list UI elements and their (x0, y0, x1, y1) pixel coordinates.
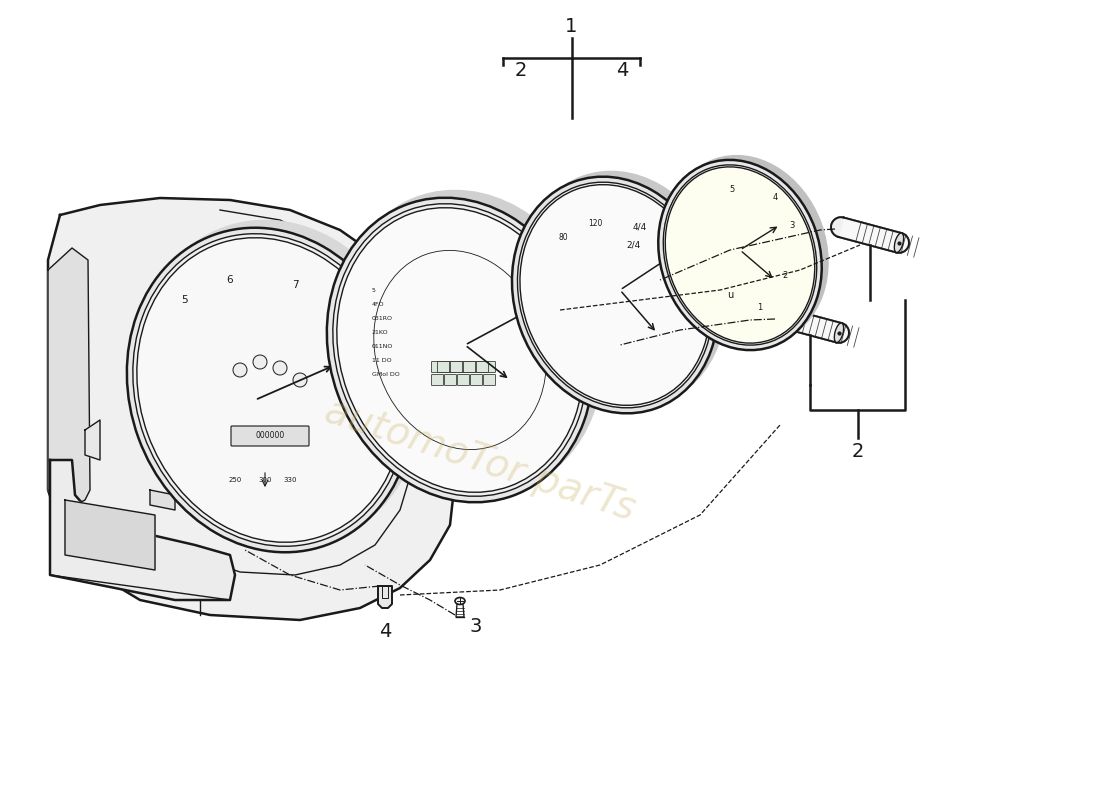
Text: 011NO: 011NO (372, 343, 394, 349)
FancyBboxPatch shape (431, 362, 443, 373)
Text: 2: 2 (782, 270, 788, 279)
Ellipse shape (517, 182, 713, 408)
Polygon shape (771, 307, 783, 327)
Text: 120: 120 (587, 218, 602, 227)
Circle shape (253, 355, 267, 369)
Text: 2/4: 2/4 (626, 241, 640, 250)
FancyBboxPatch shape (231, 426, 309, 446)
Text: 1: 1 (758, 302, 762, 311)
Polygon shape (65, 500, 155, 570)
Ellipse shape (455, 598, 465, 605)
FancyBboxPatch shape (463, 362, 475, 373)
Polygon shape (779, 307, 849, 342)
Ellipse shape (333, 204, 587, 496)
Ellipse shape (337, 190, 603, 494)
Ellipse shape (512, 177, 718, 414)
Text: 031RO: 031RO (372, 315, 393, 321)
FancyBboxPatch shape (458, 374, 470, 386)
Polygon shape (48, 248, 90, 510)
Text: 000000: 000000 (255, 431, 285, 441)
Text: 80: 80 (558, 233, 568, 242)
Ellipse shape (126, 228, 414, 552)
Ellipse shape (666, 167, 815, 343)
Ellipse shape (327, 198, 593, 502)
Text: 330: 330 (284, 477, 297, 483)
FancyBboxPatch shape (444, 374, 456, 386)
Text: 21KO: 21KO (372, 330, 388, 334)
Ellipse shape (136, 238, 404, 542)
Text: 8: 8 (342, 310, 349, 320)
Text: 3: 3 (790, 221, 794, 230)
Ellipse shape (834, 323, 844, 342)
FancyBboxPatch shape (431, 374, 443, 386)
Text: 5: 5 (372, 287, 376, 293)
Text: 300: 300 (258, 477, 272, 483)
Text: 2: 2 (515, 61, 527, 79)
Text: 1: 1 (565, 17, 578, 36)
Text: 5: 5 (182, 295, 188, 305)
Text: 9: 9 (356, 355, 363, 365)
Polygon shape (838, 218, 909, 253)
Text: GMol DO: GMol DO (372, 371, 399, 377)
Circle shape (233, 363, 248, 377)
Text: 6: 6 (227, 275, 233, 285)
FancyBboxPatch shape (484, 374, 495, 386)
Ellipse shape (520, 185, 711, 406)
Text: u: u (727, 290, 733, 300)
FancyBboxPatch shape (476, 362, 488, 373)
FancyBboxPatch shape (444, 362, 456, 373)
Ellipse shape (663, 165, 817, 345)
FancyBboxPatch shape (438, 362, 450, 373)
Polygon shape (150, 490, 175, 510)
Text: 4: 4 (378, 622, 392, 641)
Circle shape (293, 373, 307, 387)
Text: 11 DO: 11 DO (372, 358, 392, 362)
Polygon shape (48, 198, 455, 620)
FancyBboxPatch shape (471, 362, 483, 373)
Ellipse shape (136, 220, 424, 544)
Text: 4/4: 4/4 (632, 222, 647, 231)
Text: 250: 250 (229, 477, 242, 483)
FancyBboxPatch shape (458, 362, 470, 373)
FancyBboxPatch shape (484, 362, 495, 373)
Text: automoTor parTs: automoTor parTs (320, 392, 640, 528)
FancyBboxPatch shape (471, 374, 483, 386)
FancyBboxPatch shape (451, 362, 462, 373)
Polygon shape (50, 460, 235, 600)
Text: 2: 2 (851, 442, 864, 461)
Text: 5: 5 (729, 186, 735, 194)
Text: 3: 3 (470, 617, 482, 636)
Polygon shape (830, 218, 844, 237)
Ellipse shape (666, 155, 828, 345)
Ellipse shape (658, 160, 822, 350)
Circle shape (273, 361, 287, 375)
Ellipse shape (133, 234, 407, 546)
Ellipse shape (337, 208, 583, 492)
Text: 4FO: 4FO (372, 302, 385, 306)
Ellipse shape (520, 170, 726, 407)
Polygon shape (85, 420, 100, 460)
Text: 4: 4 (772, 193, 778, 202)
Text: 7: 7 (292, 280, 298, 290)
Text: 4: 4 (616, 61, 628, 79)
Ellipse shape (894, 233, 903, 253)
Polygon shape (378, 586, 392, 608)
